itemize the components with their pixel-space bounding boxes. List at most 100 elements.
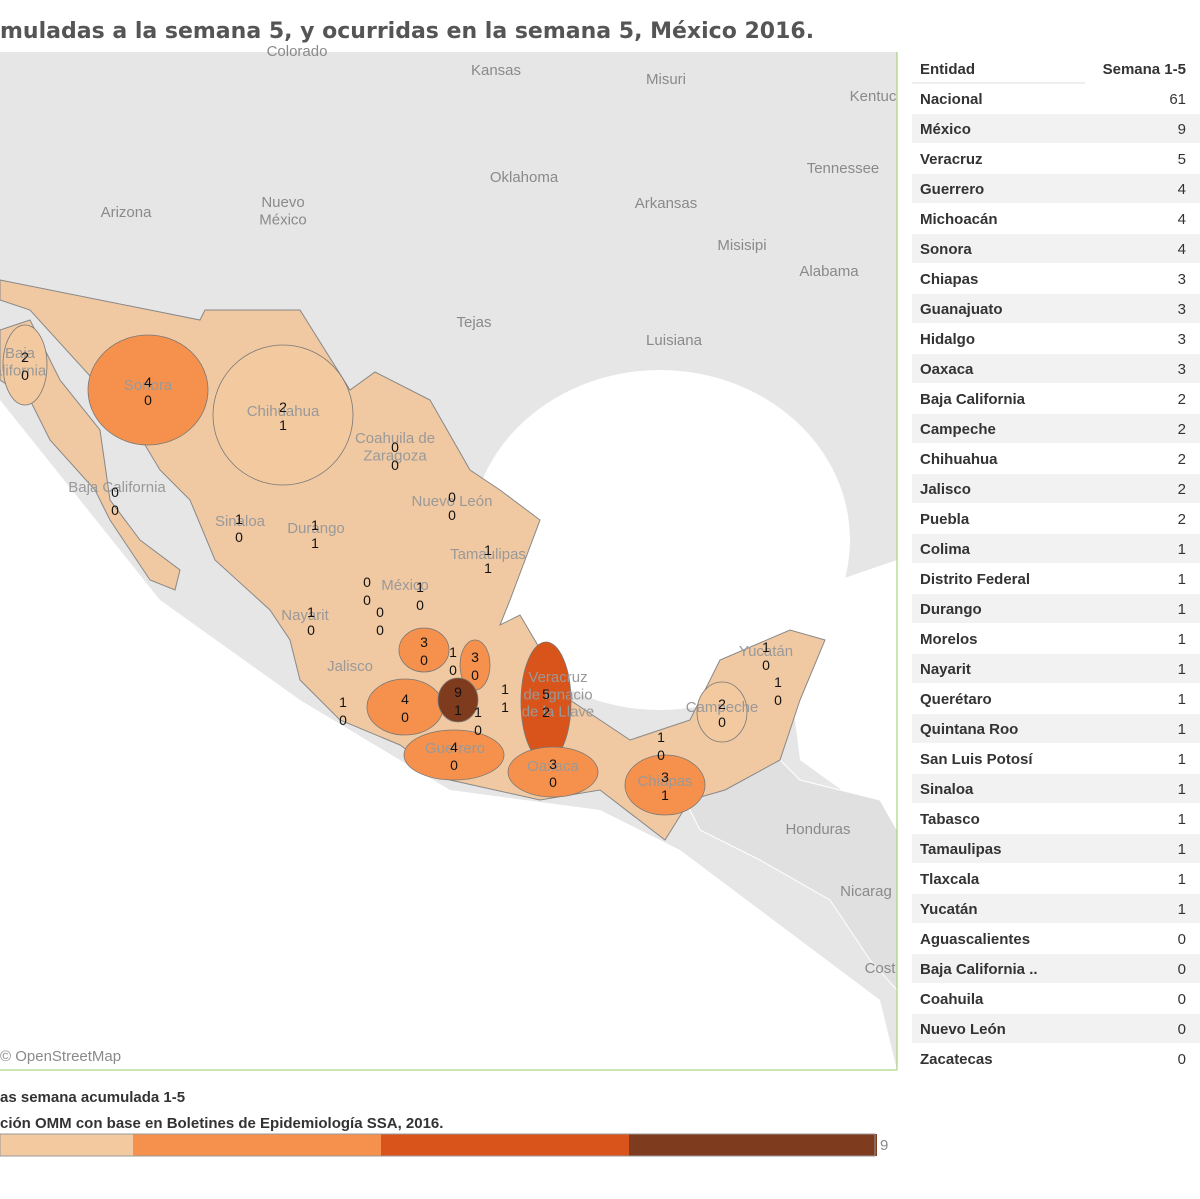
count-label: 1	[661, 787, 669, 803]
row-stripe	[912, 474, 1200, 503]
row-value: 1	[1178, 841, 1186, 858]
row-stripe	[912, 534, 1200, 563]
base-label: Misisipi	[717, 237, 766, 254]
count-label: 0	[448, 489, 456, 505]
base-label: Arizona	[101, 204, 153, 221]
row-label: Michoacán	[920, 211, 998, 228]
row-value: 2	[1178, 511, 1186, 528]
count-label: 0	[657, 747, 665, 763]
row-label: Distrito Federal	[920, 571, 1030, 588]
count-label: 0	[111, 484, 119, 500]
state-region	[398, 627, 450, 673]
count-label: 0	[363, 574, 371, 590]
map: Colorado Kansas Misuri Kentuc Oklahoma Tennes…	[0, 43, 898, 1071]
row-label: Yucatán	[920, 901, 978, 918]
count-label: 0	[111, 502, 119, 518]
row-value: 0	[1178, 991, 1186, 1008]
base-label: Tejas	[456, 314, 491, 331]
state-region	[437, 677, 479, 723]
base-label: Misuri	[646, 71, 686, 88]
legend-swatch	[133, 1134, 381, 1156]
count-label: 2	[542, 704, 550, 720]
state-label: Nuevo León	[412, 493, 493, 510]
row-label: Baja California	[920, 391, 1026, 408]
table: Entidad Semana 1-5 Nacional 61 México 9 Veracr…	[912, 61, 1200, 1068]
row-stripe	[912, 234, 1200, 263]
row-value: 1	[1178, 751, 1186, 768]
row-label: Nayarit	[920, 661, 971, 678]
row-label: San Luis Potosí	[920, 751, 1033, 768]
row-value: 1	[1178, 811, 1186, 828]
state-region	[87, 334, 209, 446]
base-label: Nuevo México	[259, 194, 307, 228]
row-value: 1	[1178, 661, 1186, 678]
row-label: Baja California ..	[920, 961, 1038, 978]
count-label: 0	[307, 622, 315, 638]
row-value: 0	[1178, 961, 1186, 978]
count-label: 1	[484, 542, 492, 558]
state-label: Campeche	[686, 699, 759, 716]
row-value: 9	[1178, 121, 1186, 138]
count-label: 3	[549, 756, 557, 772]
state-label: Chihuahua	[247, 403, 320, 420]
state-label: Oaxaca	[527, 758, 579, 775]
state-region	[366, 678, 444, 736]
state-label: Durango	[287, 520, 345, 537]
state-label: Baja California	[68, 479, 166, 496]
base-label: Kentuc	[850, 88, 897, 105]
row-label: Aguascalientes	[920, 931, 1030, 948]
state-label: Tamaulipas	[450, 546, 526, 563]
state-label: Sinaloa	[215, 513, 266, 530]
state-label: Yucatán	[739, 643, 793, 660]
row-stripe	[912, 654, 1200, 683]
row-value: 1	[1178, 691, 1186, 708]
row-value: 5	[1178, 151, 1186, 168]
row-stripe	[912, 834, 1200, 863]
state-label: Coahuila de Zaragoza	[355, 430, 435, 464]
state-region	[624, 754, 706, 816]
state-label: Chiapas	[637, 773, 692, 790]
legend-max: 9	[880, 1137, 888, 1154]
count-label: 4	[401, 691, 409, 707]
row-value: 2	[1178, 391, 1186, 408]
count-label: 0	[391, 457, 399, 473]
row-label: Oaxaca	[920, 361, 974, 378]
count-label: 1	[416, 579, 424, 595]
count-label: 1	[311, 535, 319, 551]
row-value: 4	[1178, 211, 1186, 228]
row-label: Chiapas	[920, 271, 978, 288]
count-label: 0	[718, 714, 726, 730]
column-header: Entidad	[920, 61, 975, 78]
count-label: 1	[484, 560, 492, 576]
count-label: 4	[450, 739, 458, 755]
base-label: Oklahoma	[490, 169, 559, 186]
attribution: © OpenStreetMap	[0, 1048, 121, 1065]
count-label: 0	[21, 367, 29, 383]
legend-source: ción OMM con base en Boletines de Epidem…	[0, 1115, 443, 1132]
row-value: 1	[1178, 871, 1186, 888]
row-value: 0	[1178, 1021, 1186, 1038]
count-label: 0	[376, 622, 384, 638]
row-value: 1	[1178, 571, 1186, 588]
state-label: Nayarit	[281, 607, 329, 624]
row-label: Nuevo León	[920, 1021, 1006, 1038]
count-label: 1	[454, 702, 462, 718]
row-label: Tlaxcala	[920, 871, 980, 888]
row-label: Sonora	[920, 241, 972, 258]
row-stripe	[912, 774, 1200, 803]
count-label: 0	[471, 667, 479, 683]
count-label: 0	[549, 774, 557, 790]
row-stripe	[912, 1014, 1200, 1043]
row-value: 4	[1178, 181, 1186, 198]
row-label: Chihuahua	[920, 451, 998, 468]
count-label: 1	[311, 517, 319, 533]
row-value: 61	[1169, 91, 1186, 108]
row-stripe	[912, 354, 1200, 383]
row-stripe	[912, 594, 1200, 623]
count-label: 1	[657, 729, 665, 745]
count-label: 1	[474, 704, 482, 720]
row-label: Zacatecas	[920, 1051, 993, 1068]
count-label: 0	[391, 439, 399, 455]
row-value: 2	[1178, 481, 1186, 498]
